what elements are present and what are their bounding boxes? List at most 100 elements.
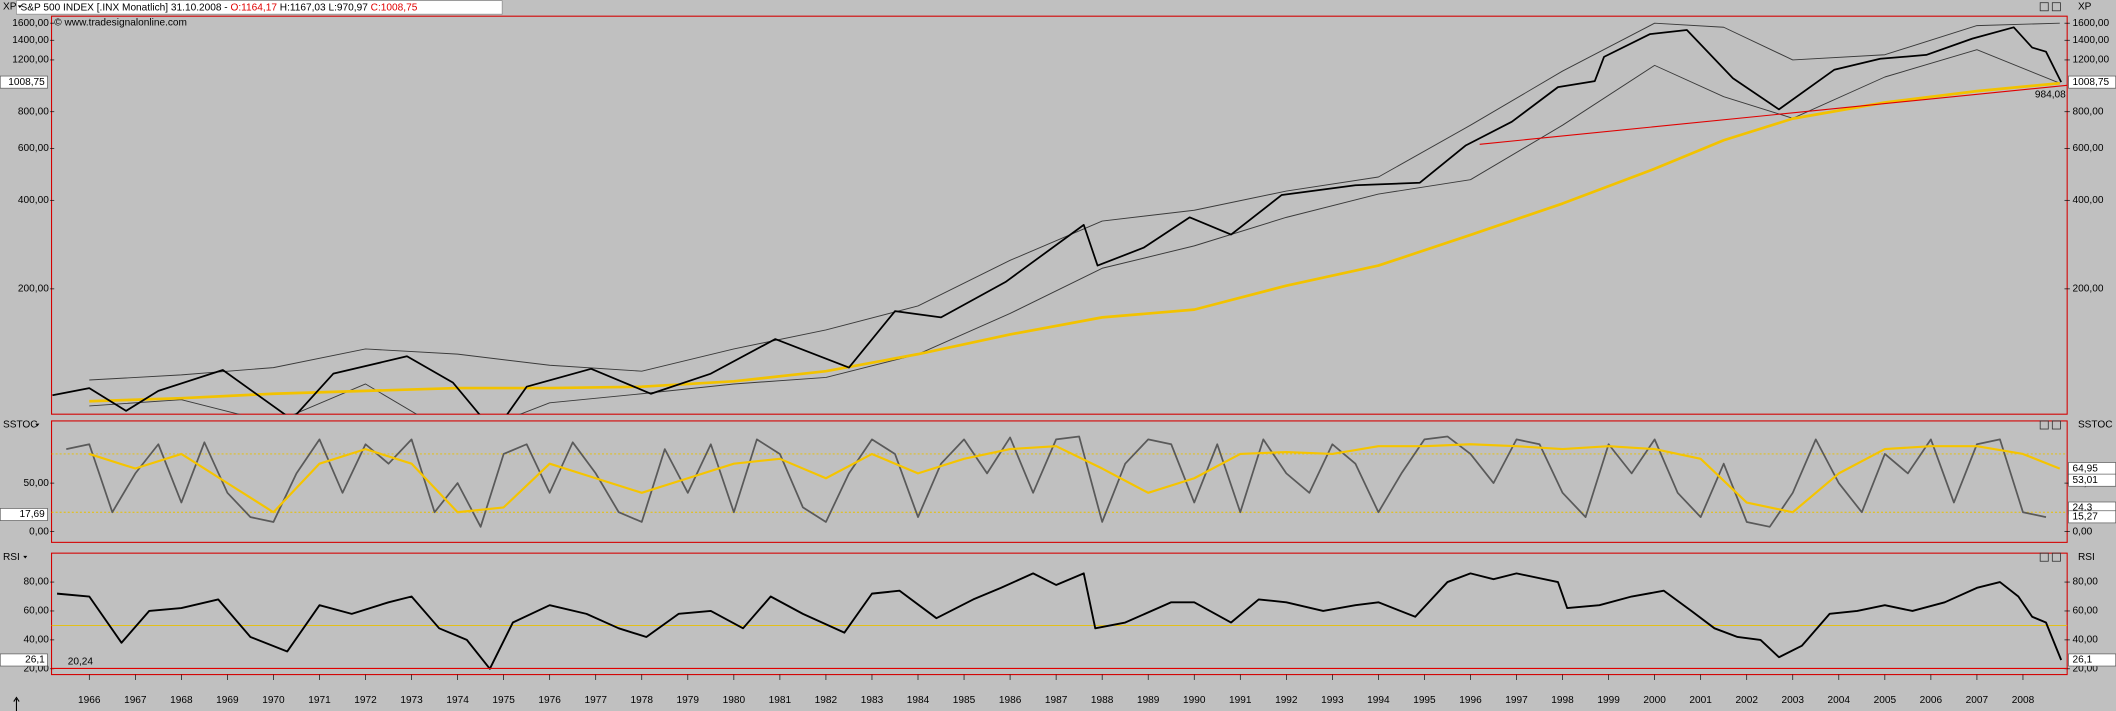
x-tick-label: 1977	[584, 695, 607, 706]
x-tick-label: 2005	[1874, 695, 1897, 706]
y-tick-label: 600,00	[18, 143, 49, 154]
y-tick-label-right: 1600,00	[2073, 18, 2110, 29]
last-value-label: 1008,75	[2073, 77, 2110, 88]
last-value-box	[0, 75, 48, 89]
last-value-label: 15,27	[2073, 512, 2099, 523]
x-tick-label: 1975	[492, 695, 515, 706]
low: L:970,97	[328, 2, 368, 13]
y-tick-label: 1200,00	[12, 55, 49, 66]
last-value-label: 53,01	[2073, 475, 2099, 486]
panel-title-right: XP	[2078, 1, 2092, 12]
panel-title: SSTOC	[3, 420, 38, 431]
panel-button[interactable]	[2039, 2, 2049, 12]
series-line	[1479, 84, 2068, 145]
panel-title: XP	[3, 1, 17, 12]
corner-arrow	[13, 696, 20, 711]
series-line	[52, 26, 2062, 415]
y-tick-label-right: 1400,00	[2073, 35, 2110, 46]
x-tick-label: 1983	[861, 695, 884, 706]
y-tick-label-right: 0,00	[2073, 526, 2093, 537]
x-tick-label: 1976	[538, 695, 561, 706]
x-tick-label: 1996	[1459, 695, 1482, 706]
x-tick-label: 1982	[815, 695, 838, 706]
high: H:1167,03	[280, 2, 326, 13]
y-tick-label: 40,00	[24, 635, 50, 646]
x-tick-label: 1987	[1045, 695, 1068, 706]
x-tick-label: 1998	[1551, 695, 1574, 706]
x-tick-label: 2006	[1920, 695, 1943, 706]
y-tick-label: 0,00	[29, 526, 49, 537]
series-line	[89, 81, 2060, 403]
header-box	[16, 0, 503, 15]
x-tick-label: 1971	[308, 695, 331, 706]
last-value-box	[0, 508, 48, 521]
x-tick-label: 1978	[631, 695, 654, 706]
y-tick-label: 1400,00	[12, 35, 49, 46]
series-line	[88, 443, 2061, 514]
x-tick-label: 1988	[1091, 695, 1114, 706]
y-tick-label-right: 60,00	[2073, 606, 2099, 617]
x-tick-label: 1967	[124, 695, 147, 706]
y-tick-label: 800,00	[18, 106, 49, 117]
panel-button[interactable]	[2039, 420, 2049, 430]
title-arrow	[23, 555, 28, 559]
x-tick-label: 2007	[1966, 695, 1989, 706]
close: C:1008,75	[371, 2, 418, 13]
panel-title-right: RSI	[2078, 552, 2095, 563]
y-tick-label-right: 20,00	[2073, 663, 2099, 674]
x-tick-label: 1984	[907, 695, 930, 706]
plot-area	[52, 22, 2068, 415]
y-tick-label: 60,00	[24, 606, 50, 617]
panel-button[interactable]	[2051, 2, 2061, 12]
x-tick-label: 1969	[216, 695, 239, 706]
plot-area	[51, 435, 2068, 528]
panel-button[interactable]	[2039, 552, 2049, 562]
y-tick-label: 20,00	[24, 663, 50, 674]
panel-title-right: SSTOC	[2078, 420, 2113, 431]
x-tick-label: 1985	[953, 695, 976, 706]
y-tick-label-right: 600,00	[2073, 143, 2104, 154]
y-tick-label-right: 80,00	[2073, 577, 2099, 588]
x-tick-label: 1990	[1183, 695, 1206, 706]
x-tick-label: 1986	[999, 695, 1022, 706]
x-tick-label: 2000	[1643, 695, 1666, 706]
x-tick-label: 1973	[400, 695, 423, 706]
panel-frame	[50, 552, 2068, 676]
x-tick-label: 1993	[1321, 695, 1344, 706]
y-tick-label-right: 200,00	[2073, 284, 2104, 295]
last-value-label: 64,95	[2073, 463, 2099, 474]
x-tick-label: 2008	[2012, 695, 2035, 706]
copyright: © www.tradesignalonline.com	[54, 18, 187, 29]
panel-button[interactable]	[2051, 552, 2061, 562]
x-tick-label: 1994	[1367, 695, 1390, 706]
y-tick-label-right: 800,00	[2073, 106, 2104, 117]
y-tick-label-right: 400,00	[2073, 195, 2104, 206]
y-tick-label: 400,00	[18, 195, 49, 206]
last-value-box	[0, 653, 48, 667]
x-tick-label: 2004	[1828, 695, 1851, 706]
threshold-label: 20,24	[68, 656, 94, 667]
series-line	[89, 22, 2060, 381]
y-tick-label-right: 1200,00	[2073, 55, 2110, 66]
x-tick-label: 1979	[677, 695, 700, 706]
x-tick-label: 1972	[354, 695, 377, 706]
open: O:1164,17	[230, 2, 277, 13]
y-tick-label-right: 40,00	[2073, 635, 2099, 646]
last-value-label: 26,1	[25, 655, 45, 666]
x-tick-label: 1995	[1413, 695, 1436, 706]
x-tick-label: 1968	[170, 695, 193, 706]
x-tick-label: 1992	[1275, 695, 1298, 706]
x-tick-label: 1991	[1229, 695, 1252, 706]
y-tick-label: 80,00	[24, 577, 50, 588]
y-tick-label: 1600,00	[12, 18, 49, 29]
x-tick-label: 1970	[262, 695, 285, 706]
panel-button[interactable]	[2051, 420, 2061, 430]
panel-frame	[50, 420, 2068, 543]
last-value-label: 1008,75	[8, 77, 45, 88]
x-tick-label: 1980	[723, 695, 746, 706]
plot-area	[51, 572, 2068, 670]
last-value-label: 24,3	[2073, 503, 2093, 514]
series-line	[89, 49, 2060, 415]
